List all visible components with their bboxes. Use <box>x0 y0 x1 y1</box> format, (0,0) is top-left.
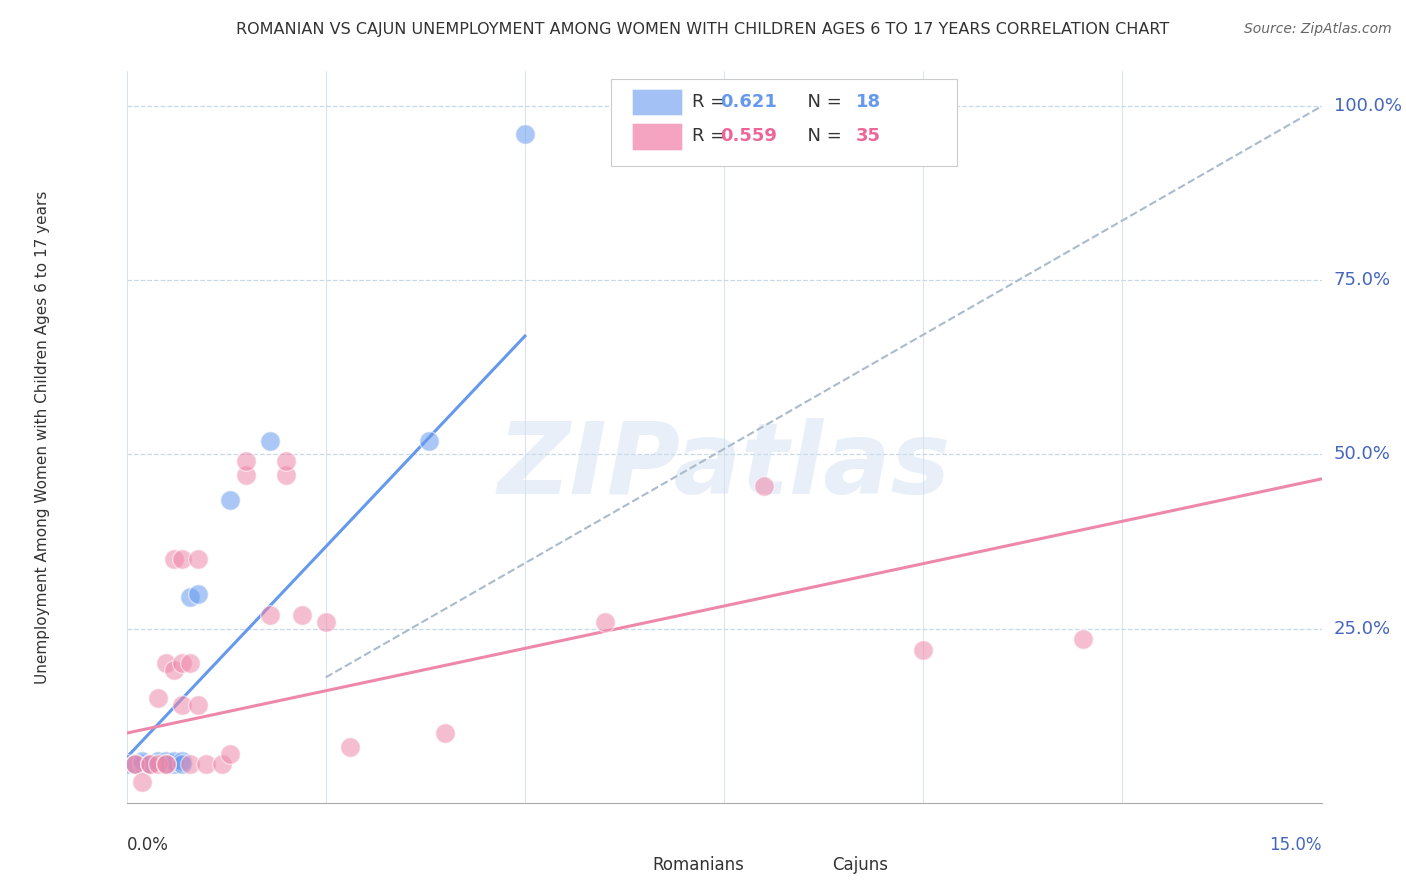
Point <box>315 615 337 629</box>
Point <box>418 434 440 448</box>
Text: 35: 35 <box>855 128 880 145</box>
Point <box>172 552 194 566</box>
FancyBboxPatch shape <box>602 853 647 876</box>
Point <box>163 664 186 678</box>
Point <box>219 492 242 507</box>
FancyBboxPatch shape <box>633 123 682 150</box>
Point <box>187 587 209 601</box>
Point <box>148 757 170 772</box>
Point <box>187 698 209 713</box>
Point <box>291 607 314 622</box>
Point <box>172 657 194 671</box>
Point <box>219 747 242 761</box>
Point <box>179 591 201 605</box>
Text: 15.0%: 15.0% <box>1270 836 1322 854</box>
Point <box>163 552 186 566</box>
Point <box>172 698 194 713</box>
Text: 75.0%: 75.0% <box>1333 271 1391 289</box>
Text: ROMANIAN VS CAJUN UNEMPLOYMENT AMONG WOMEN WITH CHILDREN AGES 6 TO 17 YEARS CORR: ROMANIAN VS CAJUN UNEMPLOYMENT AMONG WOM… <box>236 22 1170 37</box>
Point <box>259 607 281 622</box>
FancyBboxPatch shape <box>610 78 957 167</box>
Point <box>155 757 177 772</box>
Point <box>235 454 257 468</box>
FancyBboxPatch shape <box>782 853 825 876</box>
Point <box>274 454 297 468</box>
Text: 50.0%: 50.0% <box>1333 445 1391 464</box>
Point <box>172 754 194 768</box>
Text: 25.0%: 25.0% <box>1333 620 1391 638</box>
FancyBboxPatch shape <box>633 89 682 115</box>
Text: 0.621: 0.621 <box>720 93 778 112</box>
Point <box>187 552 209 566</box>
Point <box>124 757 146 772</box>
Text: R =: R = <box>692 93 731 112</box>
Point <box>131 775 153 789</box>
Text: 18: 18 <box>855 93 880 112</box>
Point <box>148 754 170 768</box>
Point <box>139 757 162 772</box>
Text: N =: N = <box>796 93 848 112</box>
Point <box>155 657 177 671</box>
Text: R =: R = <box>692 128 731 145</box>
Point <box>124 757 146 772</box>
Point <box>163 757 186 772</box>
Point <box>179 757 201 772</box>
Text: 0.0%: 0.0% <box>127 836 169 854</box>
Point <box>513 127 536 141</box>
Point <box>131 757 153 772</box>
Point <box>163 754 186 768</box>
Point <box>195 757 218 772</box>
Point <box>912 642 935 657</box>
Point <box>172 757 194 772</box>
Point <box>593 615 616 629</box>
Text: Cajuns: Cajuns <box>831 856 887 874</box>
Point <box>274 468 297 483</box>
Point <box>155 757 177 772</box>
Point <box>235 468 257 483</box>
Point <box>211 757 233 772</box>
Point <box>752 479 775 493</box>
Point <box>124 757 146 772</box>
Point <box>179 657 201 671</box>
Point <box>139 757 162 772</box>
Point <box>259 434 281 448</box>
Text: N =: N = <box>796 128 848 145</box>
Text: ZIPatlas: ZIPatlas <box>498 417 950 515</box>
Point <box>434 726 457 740</box>
Text: Source: ZipAtlas.com: Source: ZipAtlas.com <box>1244 22 1392 37</box>
Point <box>148 691 170 706</box>
Text: Romanians: Romanians <box>652 856 744 874</box>
Text: Unemployment Among Women with Children Ages 6 to 17 years: Unemployment Among Women with Children A… <box>35 190 51 684</box>
Point <box>155 754 177 768</box>
Point <box>115 757 138 772</box>
Point <box>131 754 153 768</box>
Point <box>339 740 361 755</box>
Text: 0.559: 0.559 <box>720 128 778 145</box>
Point <box>139 757 162 772</box>
Text: 100.0%: 100.0% <box>1333 97 1402 115</box>
Point <box>1071 632 1094 646</box>
Point <box>155 757 177 772</box>
